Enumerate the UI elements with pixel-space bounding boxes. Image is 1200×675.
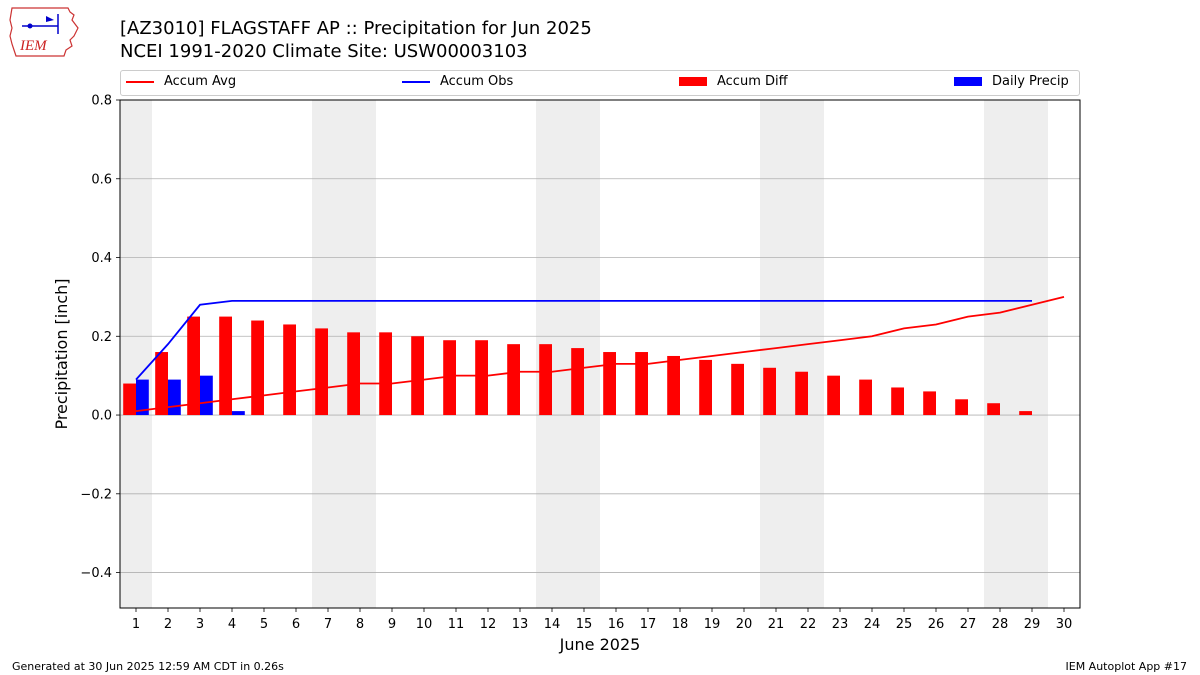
accum-diff-bar xyxy=(251,320,264,416)
x-tick-label: 2 xyxy=(164,617,172,632)
iem-logo: IEM xyxy=(9,7,79,57)
daily-precip-bar xyxy=(232,411,245,416)
chart-title: [AZ3010] FLAGSTAFF AP :: Precipitation f… xyxy=(120,18,592,39)
footer-generated-text: Generated at 30 Jun 2025 12:59 AM CDT in… xyxy=(12,660,284,673)
x-tick-label: 24 xyxy=(864,617,881,632)
x-tick-label: 20 xyxy=(736,617,753,632)
footer-app-label: IEM Autoplot App #17 xyxy=(1065,660,1188,673)
weekend-band xyxy=(760,100,792,608)
accum-avg-line xyxy=(135,296,1065,412)
x-tick-label: 28 xyxy=(992,617,1009,632)
accum-diff-bar xyxy=(731,363,744,416)
x-tick-label: 21 xyxy=(768,617,785,632)
accum-diff-bar xyxy=(603,352,616,416)
legend-swatch-daily-precip xyxy=(954,77,982,86)
accum-diff-bar xyxy=(795,371,808,416)
x-tick-label: 8 xyxy=(356,617,364,632)
legend-label-accum-obs: Accum Obs xyxy=(440,74,514,89)
legend-label-daily-precip: Daily Precip xyxy=(992,74,1069,89)
accum-diff-bar xyxy=(219,316,232,416)
y-tick-label: −0.4 xyxy=(80,566,112,581)
x-tick-label: 27 xyxy=(960,617,977,632)
accum-diff-bar xyxy=(411,336,424,416)
legend-swatch-accum-diff xyxy=(679,77,707,86)
x-tick-label: 6 xyxy=(292,617,300,632)
legend-swatch-accum-avg xyxy=(126,81,154,83)
x-tick-label: 25 xyxy=(896,617,913,632)
x-tick-label: 19 xyxy=(704,617,721,632)
x-tick-label: 4 xyxy=(228,617,236,632)
accum-diff-bar xyxy=(987,403,1000,416)
accum-diff-bar xyxy=(347,332,360,416)
x-tick-label: 16 xyxy=(608,617,625,632)
accum-diff-bar xyxy=(507,344,520,416)
accum-diff-bar xyxy=(443,340,456,416)
weekend-band xyxy=(1016,100,1048,608)
x-tick-label: 11 xyxy=(448,617,465,632)
x-tick-label: 26 xyxy=(928,617,945,632)
iowa-state-outline xyxy=(9,7,79,57)
x-tick-label: 17 xyxy=(640,617,657,632)
x-tick-label: 29 xyxy=(1024,617,1041,632)
logo-text: IEM xyxy=(19,38,48,54)
accum-diff-bar xyxy=(315,328,328,416)
x-tick-label: 23 xyxy=(832,617,849,632)
accum-diff-bar xyxy=(1019,411,1032,416)
accum-diff-bar xyxy=(571,348,584,416)
weekend-band xyxy=(792,100,824,608)
x-tick-label: 18 xyxy=(672,617,689,632)
accum-diff-bar xyxy=(891,387,904,416)
accum-diff-bar xyxy=(955,399,968,416)
accum-obs-line xyxy=(135,299,1032,381)
legend-label-accum-diff: Accum Diff xyxy=(717,74,788,89)
x-tick-label: 3 xyxy=(196,617,204,632)
x-tick-label: 14 xyxy=(544,617,561,632)
y-axis-label: Precipitation [inch] xyxy=(52,278,71,429)
logo-dot xyxy=(27,23,33,29)
accum-diff-bar xyxy=(187,316,200,416)
y-tick-label: 0.6 xyxy=(91,172,112,187)
x-tick-label: 1 xyxy=(132,617,140,632)
y-tick-label: 0.2 xyxy=(91,330,112,345)
legend: Accum Avg Accum Obs Accum Diff Daily Pre… xyxy=(120,70,1080,96)
logo-flag xyxy=(46,16,54,22)
x-tick-label: 7 xyxy=(324,617,332,632)
accum-diff-bar xyxy=(635,352,648,416)
x-tick-label: 5 xyxy=(260,617,268,632)
x-axis-label: June 2025 xyxy=(559,635,641,654)
y-tick-label: 0.0 xyxy=(91,409,112,424)
daily-precip-bar xyxy=(136,379,149,416)
accum-diff-bar xyxy=(155,352,168,416)
accum-diff-bar xyxy=(667,355,680,416)
y-tick-label: 0.8 xyxy=(91,94,112,109)
x-tick-label: 15 xyxy=(576,617,593,632)
x-tick-label: 12 xyxy=(480,617,497,632)
x-tick-label: 13 xyxy=(512,617,529,632)
weekend-band xyxy=(120,100,152,608)
accum-diff-bar xyxy=(123,383,136,416)
accum-diff-bar xyxy=(827,375,840,416)
accum-diff-bar xyxy=(699,359,712,416)
accum-diff-bar xyxy=(923,391,936,416)
accum-diff-bar xyxy=(475,340,488,416)
accum-diff-bar xyxy=(539,344,552,416)
legend-swatch-accum-obs xyxy=(402,81,430,83)
plot-frame xyxy=(119,99,1081,609)
daily-precip-bar xyxy=(168,379,181,416)
x-tick-label: 22 xyxy=(800,617,817,632)
x-tick-label: 30 xyxy=(1056,617,1073,632)
weekend-band xyxy=(984,100,1016,608)
x-tick-label: 10 xyxy=(416,617,433,632)
accum-diff-bar xyxy=(283,324,296,416)
chart-subtitle: NCEI 1991-2020 Climate Site: USW00003103 xyxy=(120,41,528,62)
x-tick-label: 9 xyxy=(388,617,396,632)
accum-diff-bar xyxy=(379,332,392,416)
accum-diff-bar xyxy=(763,367,776,416)
accum-diff-bar xyxy=(859,379,872,416)
y-tick-label: 0.4 xyxy=(91,251,112,266)
y-tick-label: −0.2 xyxy=(80,487,112,502)
daily-precip-bar xyxy=(200,375,213,416)
legend-label-accum-avg: Accum Avg xyxy=(164,74,237,89)
